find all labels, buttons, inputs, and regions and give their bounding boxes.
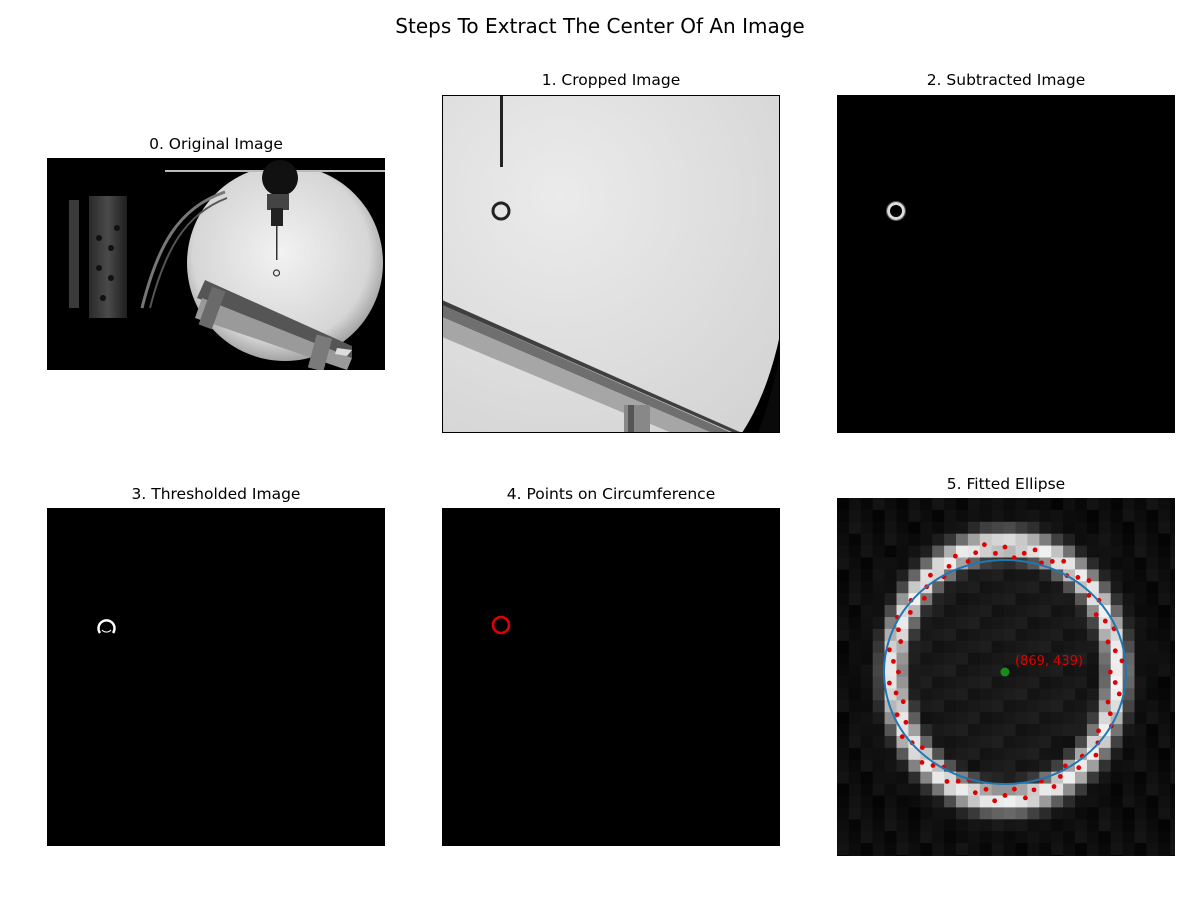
circumference-point — [896, 627, 901, 633]
circumference-point — [887, 647, 892, 653]
circumference-point — [1011, 555, 1017, 561]
thresholded-image — [47, 508, 385, 846]
cropped-image — [442, 95, 780, 433]
circumference-point — [507, 622, 511, 626]
circumference-point — [1022, 795, 1028, 801]
circumference-point — [895, 669, 901, 675]
panel-3-title: 3. Thresholded Image — [131, 485, 301, 503]
circumference-point — [965, 559, 971, 564]
circumference-point — [1112, 680, 1118, 685]
circumference-point — [1096, 728, 1101, 734]
circumference-point — [1057, 773, 1063, 779]
circumference-point — [1105, 699, 1111, 705]
circumference-point — [1086, 578, 1092, 583]
circumference-point — [903, 719, 909, 725]
circumference-point — [898, 639, 904, 644]
circumference-points-image — [442, 508, 780, 846]
subtracted-image — [837, 95, 1175, 433]
circumference-point — [899, 734, 905, 740]
circumference-point — [993, 550, 998, 556]
circumference-point — [891, 658, 896, 664]
panel-4-title: 4. Points on Circumference — [506, 485, 716, 503]
circumference-point — [928, 572, 933, 578]
circumference-point — [955, 778, 961, 784]
center-label: (869, 439) — [1015, 654, 1083, 669]
figure-title: Steps To Extract The Center Of An Image — [395, 14, 805, 38]
center-point — [1000, 667, 1010, 677]
circumference-point — [944, 779, 950, 784]
circumference-point — [1021, 550, 1027, 556]
circumference-point — [930, 763, 936, 768]
circumference-point — [919, 745, 925, 750]
circumference-point — [981, 542, 987, 548]
circumference-point — [952, 553, 958, 559]
circumference-point — [1002, 544, 1008, 550]
circumference-point — [1112, 648, 1118, 654]
circumference-point — [1102, 618, 1108, 624]
circumference-point — [919, 760, 925, 765]
fitted-ellipse — [883, 559, 1127, 785]
circumference-point — [894, 712, 900, 718]
panel-5-title: 5. Fitted Ellipse — [946, 475, 1066, 493]
circumference-point — [921, 595, 927, 601]
original-image — [47, 158, 385, 370]
circumference-point — [1031, 787, 1037, 793]
circumference-point — [1076, 765, 1082, 771]
circumference-point — [946, 563, 952, 569]
circumference-point — [1093, 612, 1099, 618]
circumference-point — [900, 699, 906, 705]
circumference-point — [1093, 752, 1099, 758]
circumference-point — [1107, 711, 1113, 717]
circumference-point — [1049, 559, 1055, 564]
circumference-point — [1116, 691, 1122, 697]
circumference-point — [1061, 558, 1067, 564]
circumference-point — [983, 786, 989, 792]
circumference-point — [1086, 593, 1092, 598]
panel-1-title: 1. Cropped Image — [541, 71, 681, 89]
circumference-point — [1002, 793, 1008, 798]
circumference-point — [973, 550, 979, 556]
circumference-point — [1107, 669, 1113, 675]
fitted-ellipse-image: (869, 439) — [837, 498, 1175, 856]
circumference-point — [1062, 763, 1068, 769]
circumference-point — [1119, 658, 1125, 664]
circumference-point — [907, 610, 913, 615]
panel-2-title: 2. Subtracted Image — [926, 71, 1086, 89]
circumference-point — [1032, 547, 1038, 553]
circumference-point — [1105, 639, 1111, 645]
panel-0-title: 0. Original Image — [149, 135, 283, 153]
circumference-point — [1051, 784, 1057, 789]
circumference-point — [1075, 575, 1081, 580]
circumference-point — [887, 680, 892, 686]
circumference-point — [893, 690, 899, 696]
circumference-point — [1012, 786, 1017, 792]
circumference-point — [972, 790, 978, 796]
circumference-point — [992, 798, 998, 804]
